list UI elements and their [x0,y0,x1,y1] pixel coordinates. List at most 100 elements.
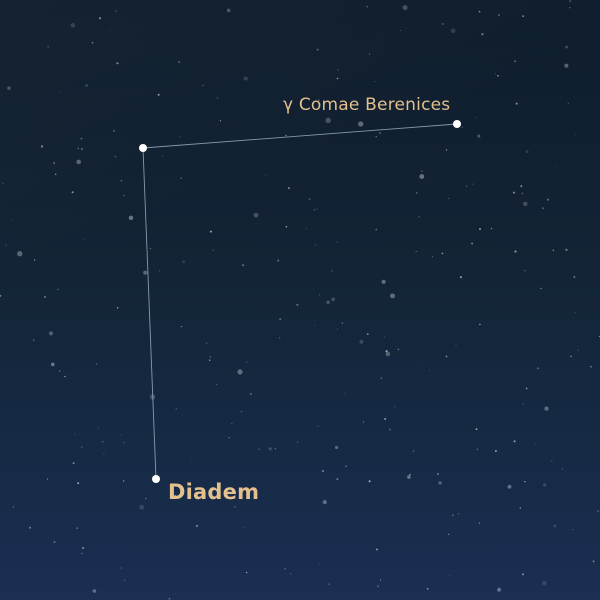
background-star [359,339,364,344]
background-star [287,187,290,190]
background-star [318,294,321,296]
background-star [441,23,444,25]
background-star [451,514,454,517]
background-star [366,333,369,335]
background-star [514,60,516,62]
background-star [513,440,516,443]
background-star [384,336,385,338]
background-star [419,174,425,179]
background-star [336,478,339,481]
background-star [161,155,164,157]
background-star [209,230,212,233]
background-star [407,475,411,479]
background-star [379,579,382,581]
background-star [175,407,178,410]
background-star [143,270,148,275]
background-star [455,345,457,347]
background-star [120,179,123,182]
background-star [466,185,468,187]
background-star [70,23,76,28]
background-star [336,328,338,330]
background-star [149,248,151,250]
background-star [60,91,62,93]
background-star [385,351,391,357]
background-star [231,422,233,425]
background-star [81,552,83,555]
background-star [265,174,267,176]
background-star [313,209,316,211]
star-gamma-comae-berenices[interactable] [453,120,461,128]
background-star [397,348,400,351]
background-star [317,425,319,427]
background-star [556,165,558,167]
background-star [534,443,536,445]
background-star [258,448,260,450]
background-star [478,10,481,13]
background-star [438,481,442,485]
background-star [64,375,66,378]
background-star [80,137,83,140]
background-star [81,148,83,150]
background-star [552,249,555,252]
background-star [145,498,147,500]
background-star [58,370,61,372]
background-star [512,191,516,194]
background-star [479,228,481,231]
background-star [195,524,198,527]
background-star [168,597,171,600]
background-star [495,73,497,75]
background-star [308,198,311,201]
background-star [7,86,11,90]
background-star [445,149,448,151]
background-star [139,504,145,510]
background-star [284,567,287,570]
background-star [115,10,117,12]
background-star [40,145,44,148]
background-star [242,264,244,267]
background-star [334,445,339,450]
background-star [524,269,526,272]
background-star [318,99,320,101]
background-star [331,297,336,302]
background-star [174,494,177,497]
background-star [375,136,377,138]
background-star [394,406,396,408]
star-diadem[interactable] [152,475,160,483]
background-star [43,296,46,298]
background-star [573,276,576,278]
background-star [97,427,99,429]
background-star [110,29,112,31]
background-star [13,125,15,127]
background-star [285,225,288,228]
background-star [471,242,473,245]
background-star [388,428,391,431]
background-star [426,588,429,590]
background-star [522,15,525,17]
background-star [543,483,547,487]
background-star [565,248,568,251]
background-star [2,182,4,185]
star-unlabeled-vertex[interactable] [139,144,147,152]
background-star [314,325,316,326]
background-star [249,392,252,395]
background-star [458,513,460,515]
background-star [564,63,569,68]
background-star [445,355,448,358]
background-star [245,571,248,574]
star-label-diadem[interactable]: Diadem [168,480,260,504]
background-star [72,462,75,465]
background-star [519,507,522,509]
background-star [0,295,2,297]
background-star [46,478,49,480]
background-star [253,212,259,218]
background-star [32,339,35,342]
background-star [180,325,183,328]
star-label-gamma-comae-berenices[interactable]: γ Comae Berenices [283,95,451,115]
background-star [53,162,55,164]
background-star [216,97,218,99]
background-star [296,441,299,443]
background-star [116,62,119,65]
background-star [120,567,122,569]
